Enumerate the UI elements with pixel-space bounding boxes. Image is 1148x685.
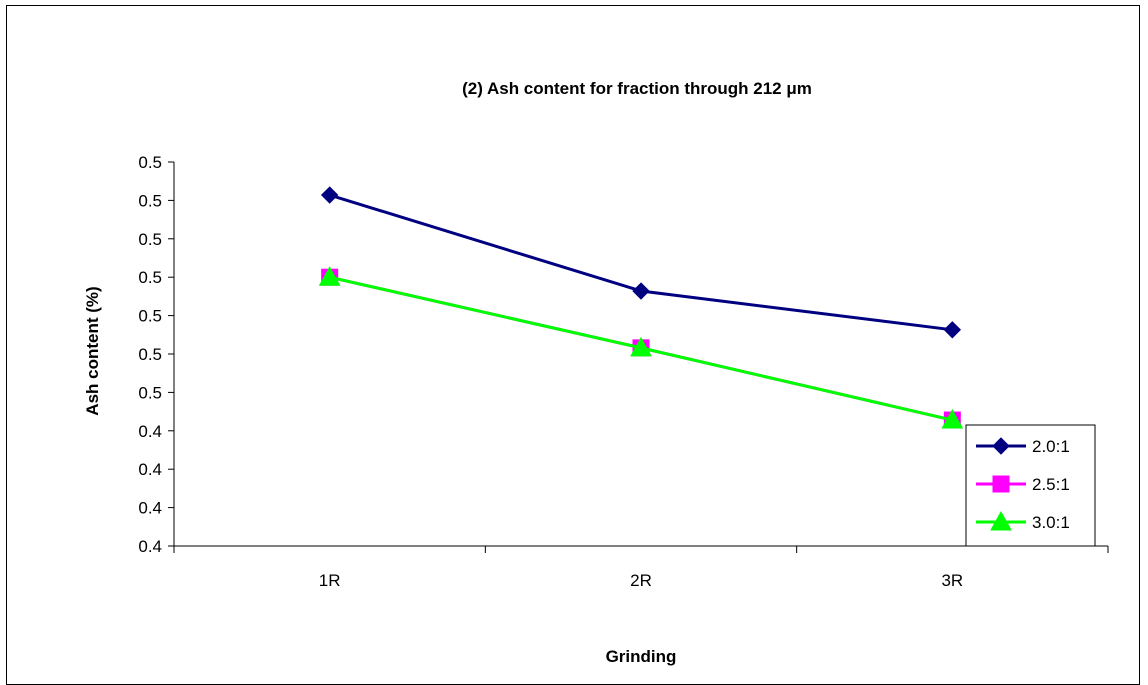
y-tick-label: 0.4: [138, 537, 162, 556]
y-tick-label: 0.4: [138, 422, 162, 441]
legend-label: 3.0:1: [1032, 513, 1070, 532]
y-tick-label: 0.5: [138, 383, 162, 402]
series-line: [329, 193, 953, 332]
x-axis: 1R 2R 3R: [173, 545, 1109, 590]
y-tick-label: 0.5: [138, 268, 162, 287]
legend-marker: [992, 475, 1010, 493]
y-tick-label: 0.4: [138, 460, 162, 479]
legend-item: 2.5:1: [976, 475, 1070, 494]
series-layer: [318, 186, 964, 429]
data-point: [943, 321, 962, 339]
y-axis: 0.4 0.4 0.4 0.4 0.5 0.5 0.5 0.5 0.5 0.5 0.5: [138, 153, 175, 556]
legend-label: 2.5:1: [1032, 475, 1070, 494]
x-tick-label: 3R: [941, 571, 963, 590]
legend: 2.0:1 2.5:1 3.0:1: [965, 424, 1096, 547]
legend-label: 2.0:1: [1032, 437, 1070, 456]
x-tick-label: 2R: [630, 571, 652, 590]
y-tick-label: 0.5: [138, 345, 162, 364]
data-point: [941, 409, 964, 429]
legend-item: 2.0:1: [976, 437, 1070, 456]
data-point: [630, 336, 652, 357]
y-tick-label: 0.5: [138, 153, 162, 172]
data-point: [320, 186, 339, 204]
x-tick-label: 1R: [319, 571, 341, 590]
x-axis-title: Grinding: [606, 647, 677, 666]
data-point: [318, 266, 341, 286]
y-tick-label: 0.5: [138, 307, 162, 326]
legend-marker: [992, 437, 1010, 455]
chart-frame: [6, 5, 1140, 685]
series-2-0-1: [320, 186, 962, 339]
data-point: [632, 282, 650, 300]
y-axis-title: Ash content (%): [83, 286, 102, 415]
legend-item: 3.0:1: [976, 510, 1070, 532]
legend-marker: [990, 510, 1012, 531]
y-tick-label: 0.4: [138, 499, 162, 518]
y-tick-label: 0.5: [138, 191, 162, 210]
chart-title: (2) Ash content for fraction through 212…: [462, 79, 812, 98]
series-3-0-1: [318, 266, 964, 429]
y-tick-label: 0.5: [138, 230, 162, 249]
